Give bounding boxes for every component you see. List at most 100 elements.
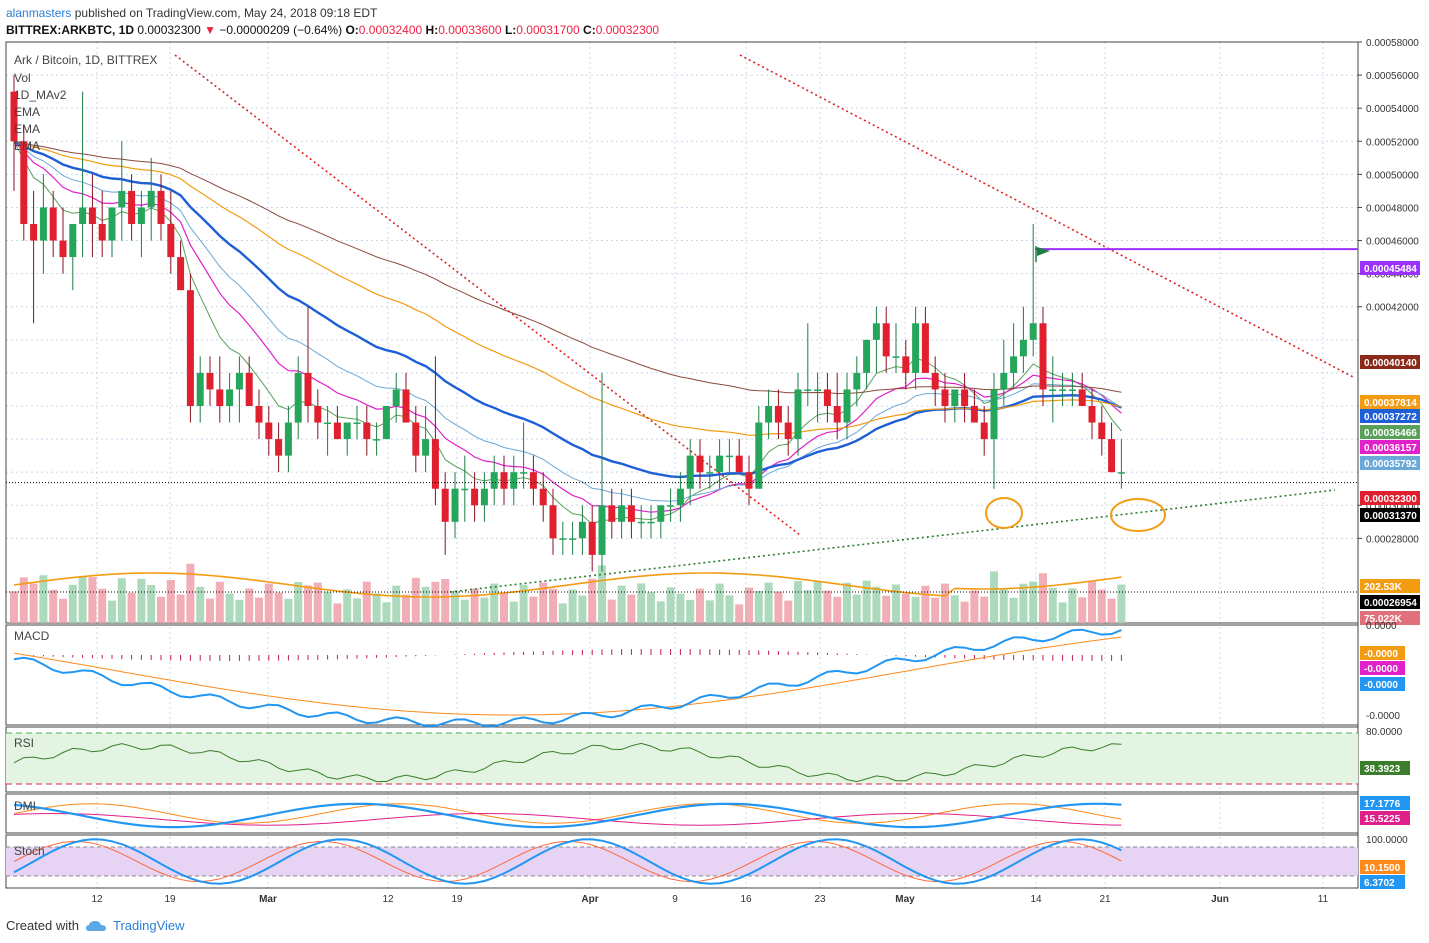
legend-item: EMA bbox=[14, 105, 40, 119]
candle-body bbox=[676, 488, 684, 506]
author-link[interactable]: alanmasters bbox=[6, 6, 72, 20]
volume-bar bbox=[666, 587, 675, 623]
candle-body bbox=[1068, 389, 1076, 391]
volume-bar bbox=[813, 581, 822, 623]
rsi-line bbox=[13, 742, 1122, 783]
dmi-label-bg bbox=[1360, 796, 1410, 810]
candle-body bbox=[1078, 389, 1086, 406]
stoch-band bbox=[6, 847, 1358, 876]
volume-bar bbox=[441, 579, 450, 623]
y-tick-label: 0.00050000 bbox=[1366, 170, 1419, 181]
price-label-bg bbox=[1360, 579, 1420, 593]
price-label-bg bbox=[1360, 425, 1420, 439]
price-label-text: 0.00036157 bbox=[1364, 443, 1417, 454]
volume-bar bbox=[382, 602, 391, 623]
legend-item: 1D_MAv2 bbox=[14, 88, 67, 102]
dmi-label-bg bbox=[1360, 811, 1410, 825]
volume-bar bbox=[402, 594, 410, 623]
tradingview-link[interactable]: TradingView bbox=[112, 918, 185, 933]
close-label: C: bbox=[583, 23, 596, 37]
volume-bar bbox=[764, 582, 773, 623]
volume-bar bbox=[960, 601, 969, 623]
candle-body bbox=[1117, 472, 1125, 474]
candle-body bbox=[284, 422, 292, 456]
candle-body bbox=[814, 389, 822, 391]
candle-body bbox=[853, 372, 861, 390]
dmi-label: 15.5225 bbox=[1364, 814, 1401, 825]
candle-body bbox=[578, 521, 586, 539]
candle-body bbox=[196, 372, 204, 406]
macd-title: MACD bbox=[14, 629, 50, 643]
price-label-bg bbox=[1360, 355, 1420, 369]
support-trend-line bbox=[449, 489, 1336, 593]
candle-body bbox=[441, 488, 449, 522]
x-tick-label: 12 bbox=[382, 894, 394, 905]
candle-body bbox=[167, 224, 175, 258]
candle-body bbox=[1088, 406, 1096, 423]
macd-label: -0.0000 bbox=[1364, 680, 1398, 691]
ema-orange-line bbox=[13, 140, 1122, 436]
y-tick-label: 0.00058000 bbox=[1366, 38, 1419, 49]
candle-body bbox=[314, 406, 322, 423]
y-tick-label: 0.00042000 bbox=[1366, 303, 1419, 314]
down-arrow-icon: ▼ bbox=[204, 23, 216, 37]
legend-title: Ark / Bitcoin, 1D, BITTREX bbox=[14, 53, 157, 67]
candle-body bbox=[79, 207, 87, 224]
candle-body bbox=[559, 538, 567, 540]
panel-frame-0 bbox=[5, 41, 1359, 624]
candle-body bbox=[794, 389, 802, 440]
volume-bar bbox=[29, 583, 38, 623]
macd-label: -0.0000 bbox=[1364, 649, 1398, 660]
volume-bar bbox=[784, 600, 793, 623]
candle-body bbox=[137, 207, 145, 224]
candle-body bbox=[872, 323, 880, 340]
rsi-label-bg bbox=[1360, 761, 1410, 775]
candle-body bbox=[784, 422, 792, 440]
candle-body bbox=[961, 389, 969, 406]
volume-bar bbox=[803, 590, 812, 623]
volume-bar bbox=[264, 583, 273, 623]
candle-body bbox=[1000, 372, 1008, 390]
volume-bar bbox=[872, 586, 881, 623]
candle-body bbox=[480, 488, 488, 506]
ema-lightblue-line bbox=[13, 140, 1122, 502]
indicator-lines bbox=[13, 140, 1122, 885]
volume-bar bbox=[941, 583, 949, 623]
created-with-text: Created with bbox=[6, 918, 79, 933]
candle-body bbox=[118, 190, 126, 208]
price-label-bg bbox=[1360, 508, 1420, 522]
volume-bar bbox=[1019, 583, 1028, 623]
volume-bar bbox=[1039, 573, 1047, 623]
volume-bar bbox=[519, 584, 528, 623]
y-tick-label: 0.00028000 bbox=[1366, 534, 1419, 545]
volume-bar bbox=[598, 565, 606, 623]
flag-icon bbox=[1037, 247, 1050, 256]
volume-bar bbox=[1117, 584, 1126, 623]
candle-body bbox=[30, 224, 38, 241]
volume-bar bbox=[225, 593, 234, 623]
candle-body bbox=[363, 422, 371, 440]
volume-bar bbox=[1097, 589, 1106, 623]
resistance-line-1 bbox=[174, 54, 801, 536]
candle-body bbox=[147, 190, 155, 208]
volume-bar bbox=[696, 588, 704, 623]
volume-bar bbox=[215, 581, 224, 623]
x-tick-label: 14 bbox=[1030, 894, 1042, 905]
y-tick-label: 0.00044000 bbox=[1366, 270, 1419, 281]
dmi-adx-line bbox=[13, 802, 1122, 829]
candle-body bbox=[608, 505, 616, 522]
volume-bar bbox=[490, 583, 499, 623]
candle-body bbox=[863, 339, 871, 373]
volume-bar bbox=[10, 591, 18, 623]
candle-body bbox=[255, 406, 263, 423]
published-text: published on TradingView.com, May 24, 20… bbox=[74, 6, 378, 20]
candle-body bbox=[657, 505, 665, 522]
volume-bar bbox=[19, 577, 28, 623]
volume-bar bbox=[186, 563, 195, 623]
ema-magenta-line bbox=[13, 140, 1122, 513]
stoch-label-bg bbox=[1360, 860, 1405, 874]
volume-bar bbox=[754, 591, 763, 623]
volume-bar bbox=[980, 596, 989, 623]
time-axis: 12 19 Mar 12 19 Apr 9 16 23 May 14 21 Jun 11 bbox=[91, 894, 1328, 905]
